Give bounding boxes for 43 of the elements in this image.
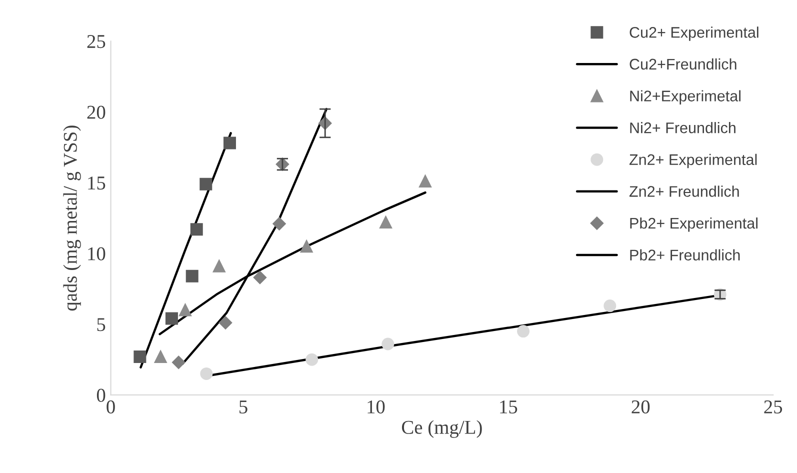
point [382, 338, 394, 350]
legend-label: Cu2+ Experimental [630, 26, 758, 41]
point [212, 260, 226, 272]
point [186, 270, 198, 282]
point [200, 367, 213, 380]
y-tick-label: 0 [96, 388, 106, 402]
point [380, 216, 392, 229]
legend-label: Cu2+Freundlich [630, 58, 736, 70]
y-tick-label: 25 [87, 35, 106, 48]
y-axis-title: qads (mg metal/ g VSS) [63, 126, 81, 311]
point [178, 304, 192, 316]
legend-label: Zn2+ Freundlich [629, 186, 739, 197]
point [306, 353, 318, 366]
legend-label: Pb2+ Experimental [630, 217, 758, 232]
x-tick-label: 25 [764, 400, 782, 414]
x-tick-label: 20 [632, 400, 650, 414]
x-tick-label: 15 [500, 400, 518, 414]
point [253, 270, 267, 284]
point [172, 356, 186, 369]
point [200, 178, 212, 190]
point [165, 312, 178, 325]
x-tick-label: 10 [368, 400, 385, 414]
point [604, 300, 616, 312]
point [223, 136, 236, 150]
legend-label: Pb2+ Freundlich [630, 249, 740, 260]
point [154, 350, 167, 363]
point [517, 325, 530, 338]
x-tick-label: 5 [240, 400, 248, 414]
point [300, 240, 313, 253]
y-tick-label: 5 [97, 318, 106, 332]
y-tick-label: 20 [87, 106, 106, 119]
x-axis-title: Ce (mg/L) [402, 420, 482, 438]
legend-label: Ni2+Experimetal [630, 90, 740, 104]
x-tick-label: 0 [106, 400, 115, 414]
point [272, 217, 286, 230]
legend-label: Ni2+ Freundlich [630, 122, 736, 134]
y-tick-label: 10 [88, 247, 106, 260]
point [134, 350, 146, 363]
legend-label: Zn2+ Experimental [629, 154, 757, 168]
point [218, 316, 232, 330]
point [418, 175, 432, 188]
y-tick-label: 15 [88, 176, 106, 190]
point [190, 223, 203, 236]
